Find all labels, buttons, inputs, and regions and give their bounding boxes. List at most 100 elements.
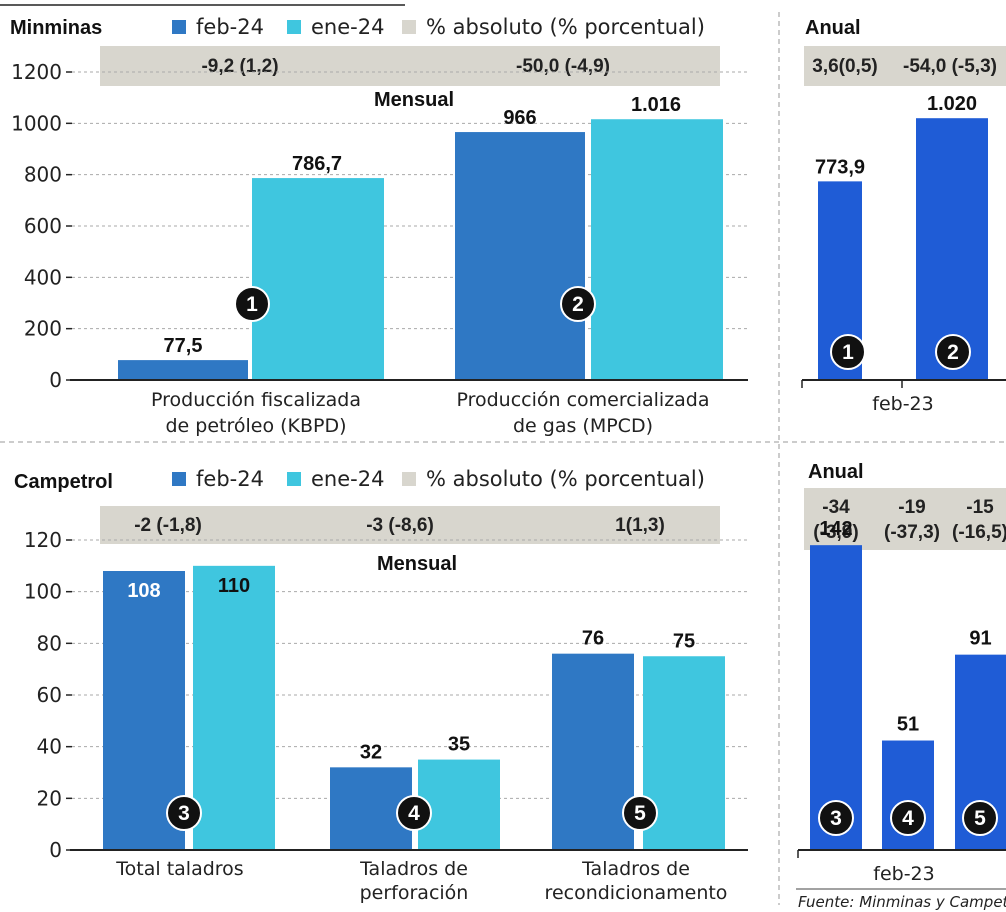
top-bars: 77,5 786,7 966 1.016 1 2 [118, 94, 723, 380]
y-tick-label: 100 [24, 580, 62, 604]
y-tick-label: 120 [24, 528, 62, 552]
bar-feb24 [455, 132, 585, 380]
legend-label-ene24: ene-24 [311, 15, 384, 39]
y-tick-label: 40 [37, 735, 62, 759]
bar-ene24 [193, 565, 275, 850]
marker-3-number: 3 [178, 802, 190, 825]
anual-marker-4-circle [890, 800, 926, 836]
marker-1-number: 1 [246, 293, 258, 316]
legend-swatch-feb24 [172, 20, 186, 34]
top-anual-title: Anual [805, 17, 861, 39]
bar-feb24 [118, 360, 248, 380]
anual-marker-3-number: 3 [830, 807, 842, 830]
anual-marker-1: 1 [830, 334, 866, 370]
top-category-2-line2: de gas (MPCD) [513, 415, 653, 437]
value-label-ene24: 786,7 [292, 153, 342, 175]
bottom-subtitle-mensual: Mensual [377, 553, 457, 575]
legend-label-ene24: ene-24 [311, 467, 384, 491]
bottom-anual-title: Anual [808, 461, 864, 483]
value-label-feb24: 76 [582, 628, 604, 650]
anual-marker-1-circle [830, 334, 866, 370]
bottom-legend: feb-24 ene-24 % absoluto (% porcentual) [172, 467, 705, 491]
top-anual-bars: 773,9 1.020 1 2 [815, 93, 988, 380]
bar-ene24 [252, 178, 384, 380]
bottom-category-2-line1: Taladros de [359, 858, 468, 880]
legend-label-feb24: feb-24 [196, 467, 264, 491]
top-anual-xlabel: feb-23 [872, 393, 933, 415]
bottom-change-1: -2 (-1,8) [134, 515, 202, 536]
bottom-category-3-line2: recondicionamento [545, 882, 728, 904]
value-label-feb24: 966 [503, 107, 536, 129]
bottom-anual-bars: 142 51 91 3 4 5 [810, 518, 1006, 850]
marker-4-number: 4 [408, 802, 420, 825]
legend-swatch-ene24 [287, 472, 301, 486]
legend-swatch-feb24 [172, 472, 186, 486]
y-tick-label: 20 [37, 786, 62, 810]
value-label-anual: 1.020 [927, 93, 977, 115]
top-category-2-line1: Producción comercializada [456, 389, 709, 411]
bottom-anual-change-1-pct: (-3,9) [813, 522, 858, 543]
bottom-anual-xlabel: feb-23 [873, 863, 934, 885]
anual-marker-5-circle [962, 800, 998, 836]
value-label-ene24: 75 [673, 630, 695, 652]
source-note: Fuente: Minminas y Campet [798, 893, 1006, 911]
bottom-change-3: 1(1,3) [615, 515, 665, 536]
legend-swatch-ene24 [287, 20, 301, 34]
marker-3-circle [166, 795, 202, 831]
top-change-band [100, 46, 720, 86]
value-label-ene24: 35 [448, 734, 470, 756]
marker-4-circle [396, 795, 432, 831]
value-label-ene24: 1.016 [631, 94, 681, 116]
marker-4: 4 [396, 795, 432, 831]
anual-marker-1-number: 1 [842, 341, 854, 364]
bottom-anual-change-3-abs: -15 [966, 497, 994, 518]
y-tick-label: 200 [24, 317, 62, 341]
legend-label-feb24: feb-24 [196, 15, 264, 39]
y-tick-label: 1000 [11, 111, 62, 135]
top-change-2: -50,0 (-4,9) [516, 56, 610, 77]
top-category-1-line1: Producción fiscalizada [151, 389, 361, 411]
bar-ene24 [418, 759, 500, 850]
y-tick-label: 600 [24, 214, 62, 238]
y-tick-label: 0 [49, 368, 62, 392]
bottom-change-band [100, 506, 720, 544]
top-category-1-line2: de petróleo (KBPD) [165, 415, 346, 437]
y-tick-label: 400 [24, 265, 62, 289]
bottom-chart-title: Campetrol [14, 471, 113, 493]
top-change-1: -9,2 (1,2) [201, 56, 278, 77]
bottom-category-3-line1: Taladros de [581, 858, 690, 880]
legend-swatch-change [402, 472, 416, 486]
anual-marker-4: 4 [890, 800, 926, 836]
value-label-anual: 773,9 [815, 156, 865, 178]
anual-marker-2-circle [935, 334, 971, 370]
anual-marker-2-number: 2 [947, 341, 959, 364]
top-legend: feb-24 ene-24 % absoluto (% porcentual) [172, 15, 705, 39]
value-label-anual: 142 [819, 518, 852, 540]
y-tick-label: 80 [37, 631, 62, 655]
top-anual-change-2: -54,0 (-5,3) [903, 56, 997, 77]
marker-5-circle [622, 795, 658, 831]
y-tick-label: 800 [24, 163, 62, 187]
bar-feb24 [552, 653, 634, 850]
bottom-bars: 108 110 32 35 76 75 3 4 5 [103, 565, 725, 850]
value-label-ene24: 110 [218, 575, 250, 597]
value-label-feb24: 108 [127, 580, 160, 602]
bottom-y-axis: 0 20 40 60 80 100 120 [24, 528, 72, 862]
bottom-category-1: Total taladros [115, 858, 243, 880]
marker-2-number: 2 [572, 293, 584, 316]
legend-label-change: % absoluto (% porcentual) [426, 15, 705, 39]
top-anual-change-1: 3,6(0,5) [812, 56, 877, 77]
bar-anual-feb23 [810, 545, 862, 850]
bottom-category-labels: Total taladros Taladros de perforación T… [115, 858, 727, 904]
bottom-anual-change-2-pct: (-37,3) [884, 522, 940, 543]
anual-marker-4-number: 4 [902, 807, 914, 830]
anual-marker-3: 3 [818, 800, 854, 836]
bar-ene24 [591, 119, 723, 380]
top-anual-change-band [804, 46, 1006, 86]
anual-marker-2: 2 [935, 334, 971, 370]
y-tick-label: 60 [37, 683, 62, 707]
bottom-change-2: -3 (-8,6) [366, 515, 434, 536]
marker-2-circle [560, 286, 596, 322]
top-gridlines [72, 71, 748, 330]
